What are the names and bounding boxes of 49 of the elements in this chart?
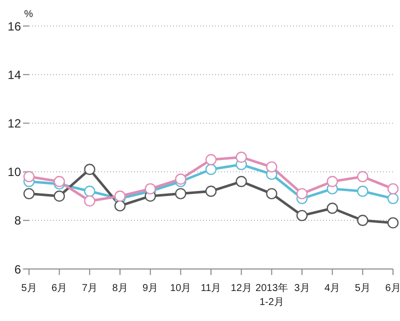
point <box>205 164 217 175</box>
x-tick-label: 2013年 1-2月 <box>256 282 288 308</box>
point <box>84 195 96 207</box>
x-tick-label: 7月 <box>82 283 98 294</box>
x-tick-label: 3月 <box>294 283 310 294</box>
point <box>205 186 217 197</box>
point <box>326 176 338 188</box>
x-tick-label: 5月 <box>21 283 37 294</box>
point <box>266 188 278 200</box>
x-tick-label: 9月 <box>142 283 158 294</box>
point <box>175 188 186 200</box>
point <box>296 210 308 222</box>
point <box>357 171 368 182</box>
x-tick-label: 12月 <box>230 283 252 294</box>
point <box>54 176 65 188</box>
point <box>114 190 126 202</box>
point <box>326 202 338 214</box>
point <box>144 183 156 194</box>
y-tick-label: 10 <box>8 165 22 180</box>
y-tick-label: 14 <box>8 68 22 82</box>
y-tick-label: 16 <box>8 19 22 34</box>
y-axis-title: % <box>24 9 34 20</box>
point <box>296 188 308 200</box>
point <box>236 152 247 163</box>
point <box>23 171 35 182</box>
point <box>84 164 96 175</box>
point <box>114 200 126 212</box>
x-tick-label: 10月 <box>170 283 192 294</box>
y-tick-label: 8 <box>14 214 22 228</box>
point <box>387 192 399 204</box>
x-tick-label: 5月 <box>354 283 370 294</box>
point <box>84 186 96 197</box>
x-tick-label: 6月 <box>385 283 400 294</box>
point <box>357 214 368 226</box>
point <box>23 188 35 200</box>
x-tick-label: 8月 <box>112 283 128 294</box>
point <box>357 186 368 197</box>
x-tick-label: 11月 <box>200 283 222 294</box>
point <box>387 217 399 228</box>
y-tick-label: 12 <box>8 116 22 130</box>
point <box>54 190 65 202</box>
y-tick-label: 6 <box>14 262 22 276</box>
point <box>236 176 247 188</box>
x-tick-label: 4月 <box>324 283 340 294</box>
point <box>175 173 186 185</box>
point <box>205 154 217 166</box>
point <box>387 183 399 194</box>
x-tick-label: 6月 <box>52 283 68 294</box>
point <box>266 161 278 173</box>
